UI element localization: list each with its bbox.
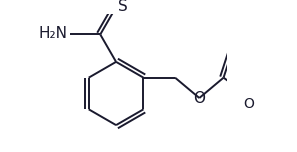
Text: O: O (243, 97, 254, 111)
Text: H₂N: H₂N (38, 26, 67, 41)
Text: O: O (193, 90, 205, 105)
Text: S: S (118, 0, 128, 14)
